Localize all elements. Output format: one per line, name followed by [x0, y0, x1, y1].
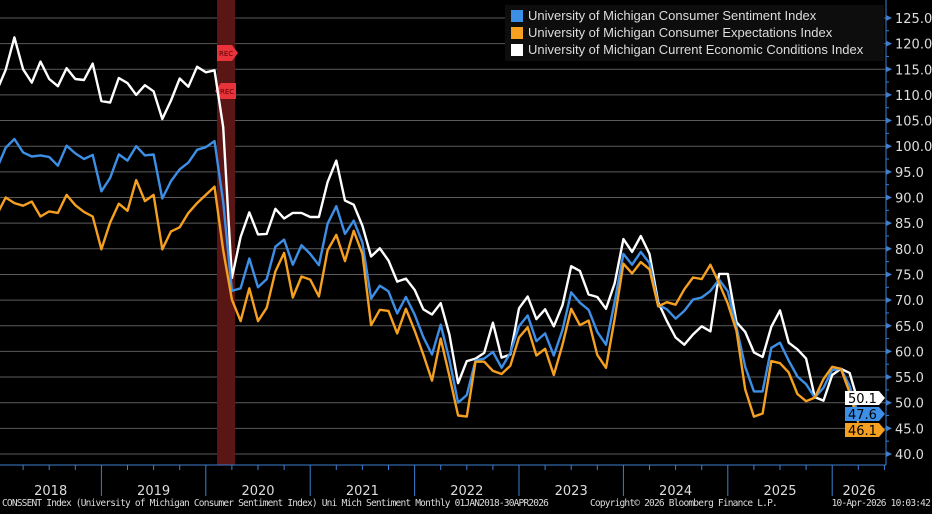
legend-label: University of Michigan Consumer Sentimen…: [528, 8, 817, 23]
y-tick: [886, 91, 892, 98]
y-tick: [886, 245, 892, 252]
last-value-tag: [845, 407, 885, 421]
gridlines: [0, 17, 886, 455]
legend-swatch-white: [511, 43, 523, 56]
y-tick-label: 75.0: [895, 268, 924, 283]
y-tick: [886, 374, 892, 381]
x-tick-label: 2024: [659, 484, 692, 496]
y-tick: [886, 194, 892, 201]
footer-timestamp: 10-Apr-2026 10:03:42: [831, 498, 931, 509]
rec-start-marker: [217, 45, 238, 61]
x-tick-label: 2020: [241, 484, 274, 496]
legend-item-sentiment[interactable]: University of Michigan Consumer Sentimen…: [511, 7, 816, 24]
y-tick-label: 100.0: [895, 140, 932, 155]
y-tick-label: 110.0: [895, 89, 932, 104]
footer-source: CONSSENT Index (University of Michigan C…: [2, 498, 549, 509]
y-tick: [886, 348, 892, 355]
y-tick: [886, 66, 892, 73]
legend-item-expectations[interactable]: University of Michigan Consumer Expectat…: [511, 24, 832, 41]
y-tick-label: 105.0: [895, 115, 932, 130]
x-tick-label: 2025: [763, 484, 796, 496]
x-tick-label: 2021: [346, 484, 379, 496]
y-tick-label: 80.0: [895, 243, 924, 258]
y-tick-label: 125.0: [895, 12, 932, 27]
y-tick: [886, 40, 892, 47]
y-tick-label: 85.0: [895, 217, 924, 232]
y-tick-label: 40.0: [895, 448, 924, 463]
series-line-sentiment: [0, 137, 860, 416]
rec-label: REC: [220, 88, 234, 96]
y-tick-label: 70.0: [895, 294, 924, 309]
line-chart: REC REC 40.0 45.0 50.0 55.0 60.0 65.0 70.0 75.0 8…: [0, 0, 932, 496]
y-tick-label: 55.0: [895, 371, 924, 386]
y-tick: [886, 271, 892, 278]
rec-label: REC: [219, 50, 233, 58]
footer-copyright: Copyright© 2026 Bloomberg Finance L.P.: [590, 498, 778, 509]
legend-item-current[interactable]: University of Michigan Current Economic …: [511, 41, 863, 58]
series-line-expectations: [0, 178, 860, 424]
y-tick-label: 95.0: [895, 166, 924, 181]
x-tick-label: 2023: [555, 484, 588, 496]
x-tick-label: 2026: [843, 484, 876, 496]
y-tick: [886, 425, 892, 432]
last-value-label: 47.6: [848, 408, 877, 423]
y-tick-label: 60.0: [895, 345, 924, 360]
x-tick-label: 2018: [34, 484, 67, 496]
series-lines: [0, 36, 860, 424]
y-tick: [886, 399, 892, 406]
y-tick: [886, 143, 892, 150]
y-tick: [886, 117, 892, 124]
y-tick: [886, 14, 892, 21]
legend-label: University of Michigan Consumer Expectat…: [528, 25, 833, 40]
series-line-current: [0, 36, 860, 403]
last-value-tag: [845, 391, 885, 405]
x-tick-label: 2019: [137, 484, 170, 496]
y-tick: [886, 297, 892, 304]
y-tick-label: 120.0: [895, 38, 932, 53]
x-axis: 2018 2019 2020 2021 2022 2023 2024 2025 2026: [0, 464, 886, 496]
y-tick-label: 65.0: [895, 320, 924, 335]
x-tick-label: 2022: [450, 484, 483, 496]
y-tick: [886, 322, 892, 329]
y-tick: [886, 220, 892, 227]
last-value-label: 50.1: [848, 392, 877, 407]
y-axis: 40.0 45.0 50.0 55.0 60.0 65.0 70.0 75.0 80.0 85.0…: [885, 0, 932, 465]
y-tick-label: 45.0: [895, 422, 924, 437]
last-value-tags: 50.147.646.1: [845, 391, 885, 439]
last-value-label: 46.1: [848, 424, 877, 439]
legend-swatch-blue: [511, 9, 523, 22]
y-tick-label: 90.0: [895, 192, 924, 207]
y-tick: [886, 451, 892, 457]
y-tick: [886, 168, 892, 175]
last-value-tag: [845, 423, 885, 437]
legend: University of Michigan Consumer Sentimen…: [505, 5, 884, 61]
rec-end-marker: [215, 83, 236, 99]
y-tick-label: 115.0: [895, 63, 932, 78]
y-tick-label: 50.0: [895, 397, 924, 412]
legend-label: University of Michigan Current Economic …: [528, 42, 864, 57]
legend-swatch-orange: [511, 26, 523, 39]
